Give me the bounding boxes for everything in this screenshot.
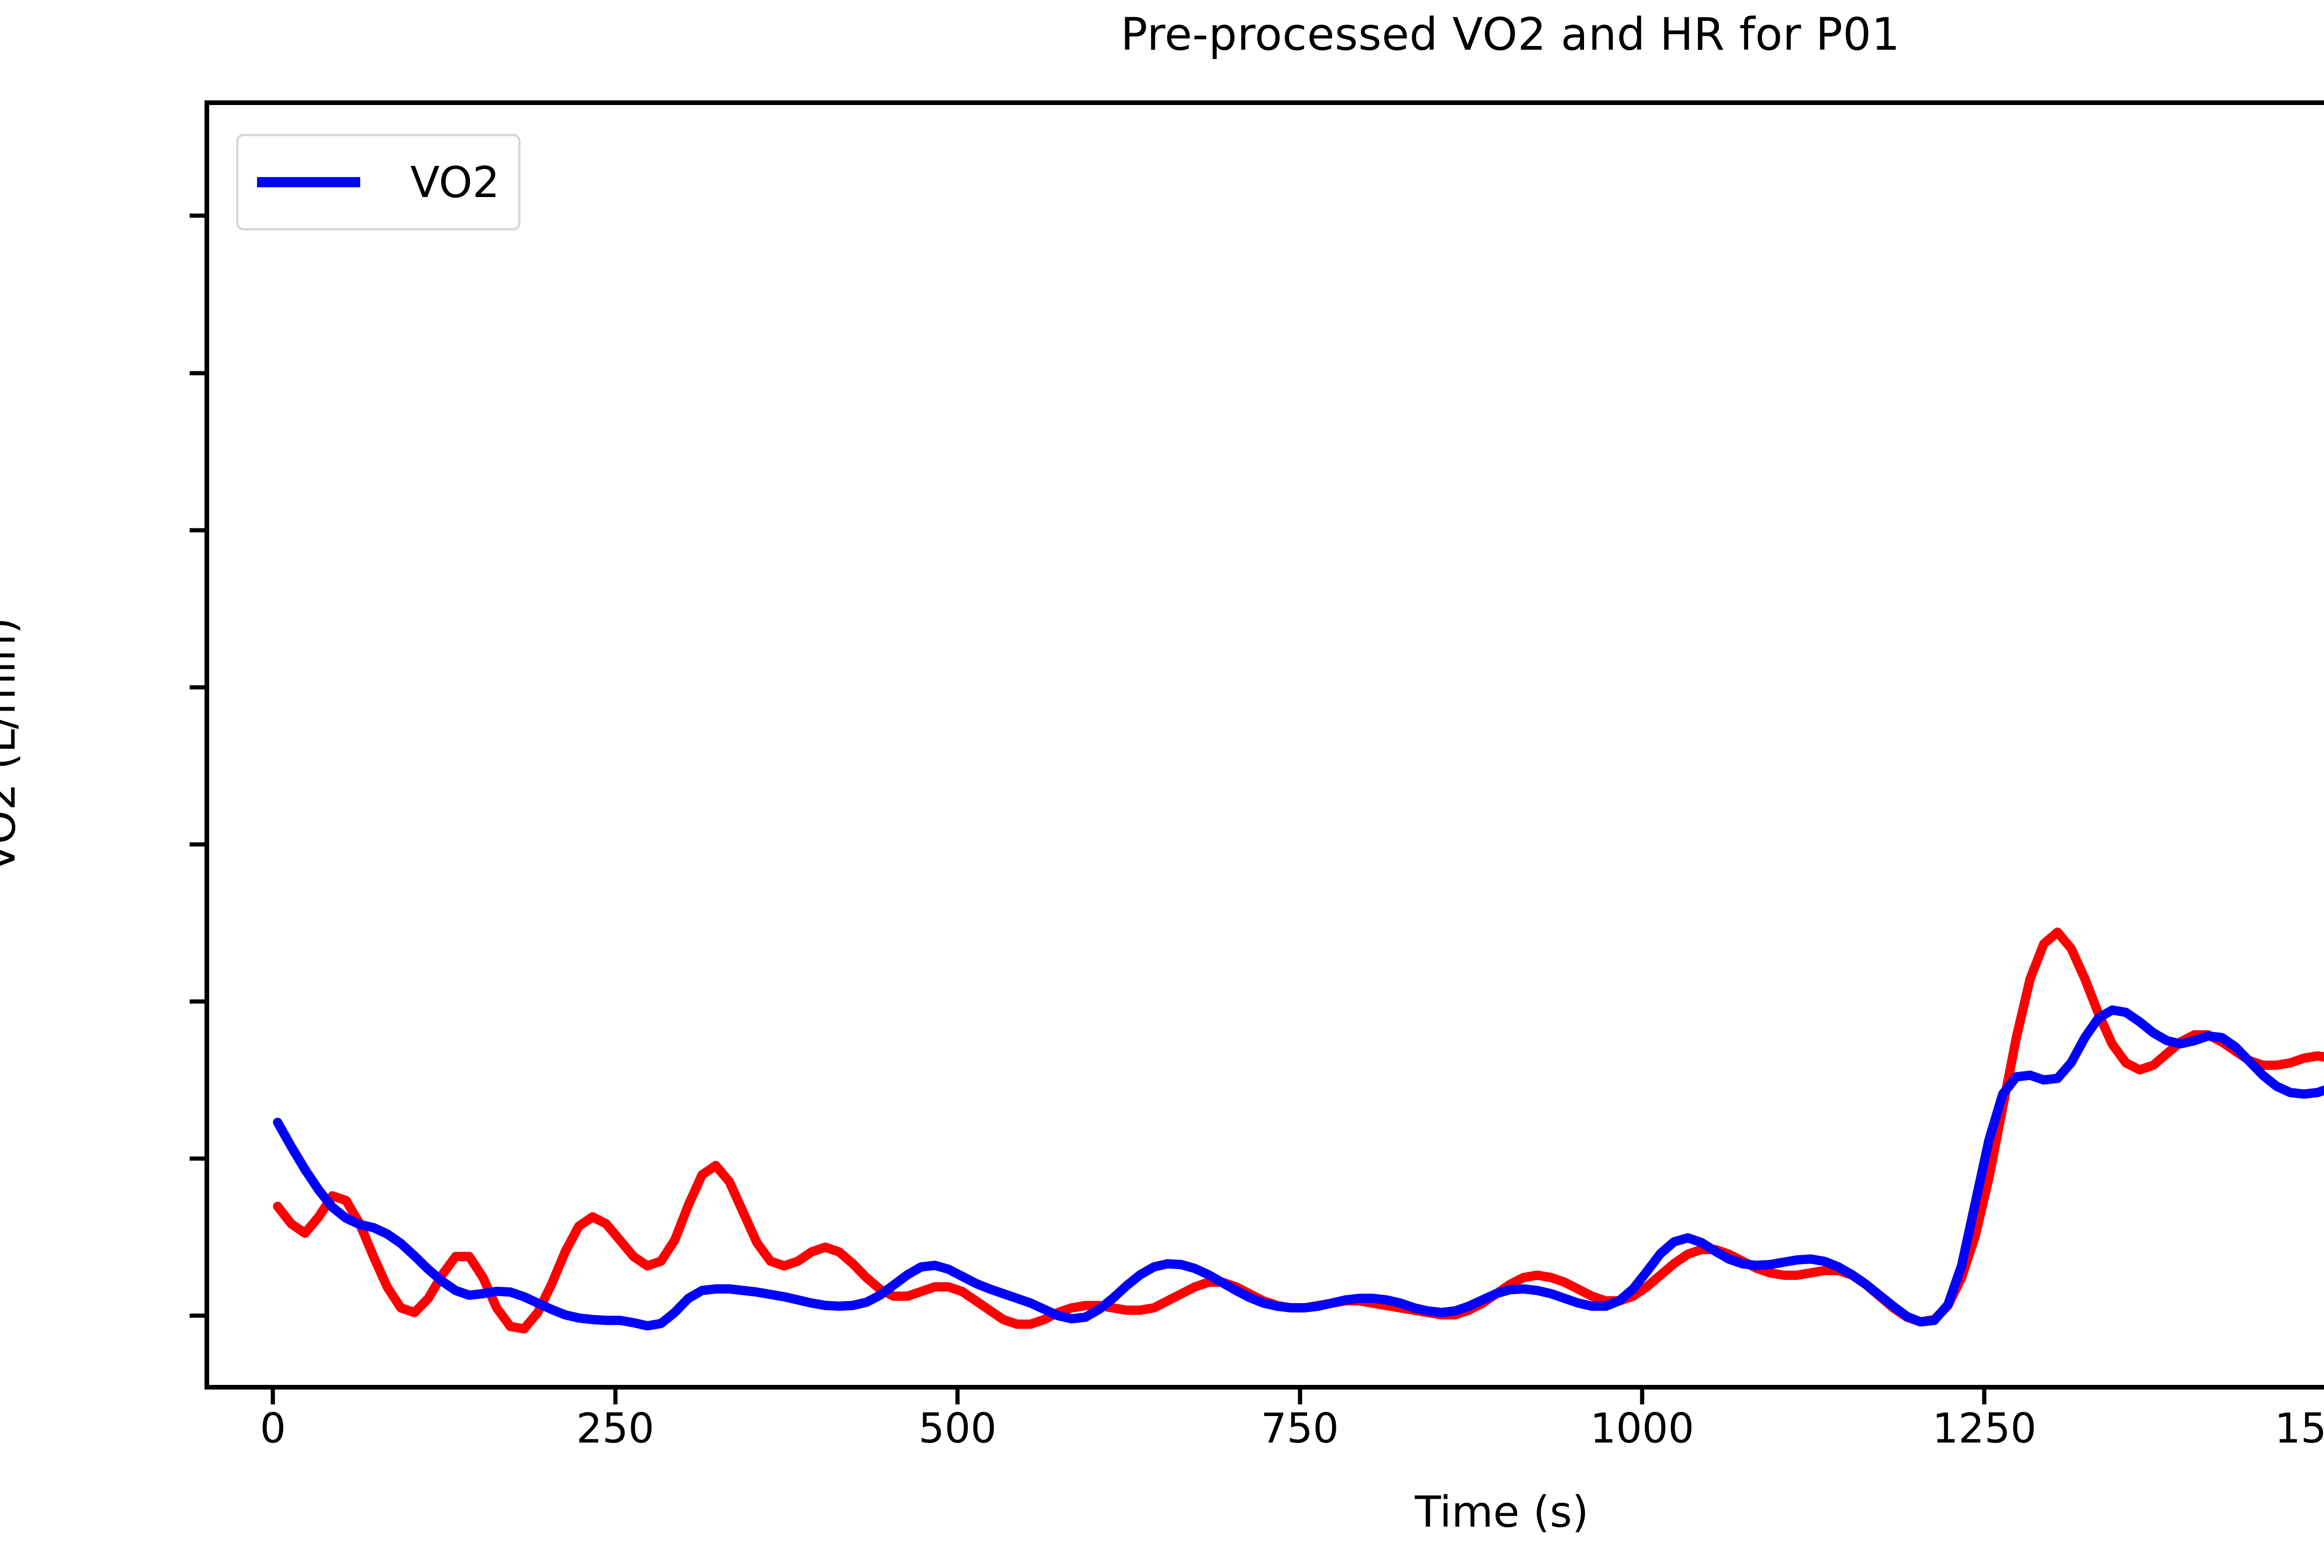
chart-title: Pre-processed VO2 and HR for P01 [1121,8,1900,60]
y-tick-mark [190,1156,205,1161]
legend-vo2-label: VO2 [410,157,500,207]
x-tick-mark [613,1390,618,1404]
y-tick-mark [190,1313,205,1318]
y-axis-label-left: VO2 (L/min) [0,617,25,873]
x-tick-label: 750 [1261,1404,1339,1452]
x-tick-label: 1250 [1932,1404,2037,1452]
legend-vo2[interactable]: VO2 [236,134,521,231]
x-tick-mark [955,1390,960,1404]
vo2-line [273,1005,2324,1331]
x-tick-label: 1000 [1590,1404,1694,1452]
plot-area [205,100,2324,1390]
series-lines [273,927,2324,1334]
x-tick-label: 1500 [2274,1404,2324,1452]
y-tick-mark [190,842,205,847]
y-tick-mark [190,213,205,218]
x-tick-label: 0 [260,1404,286,1452]
y-tick-mark [190,685,205,690]
y-tick-mark [190,528,205,533]
x-tick-mark [1298,1390,1302,1404]
y-tick-mark [190,999,205,1004]
hr-line [273,927,2324,1334]
x-tick-mark [1640,1390,1644,1404]
x-tick-mark [1982,1390,1987,1404]
x-tick-mark [271,1390,275,1404]
vo2-color-swatch [257,177,360,187]
x-axis-label: Time (s) [1414,1487,1589,1537]
y-tick-mark [190,371,205,376]
x-tick-label: 250 [576,1404,654,1452]
x-tick-label: 500 [918,1404,997,1452]
